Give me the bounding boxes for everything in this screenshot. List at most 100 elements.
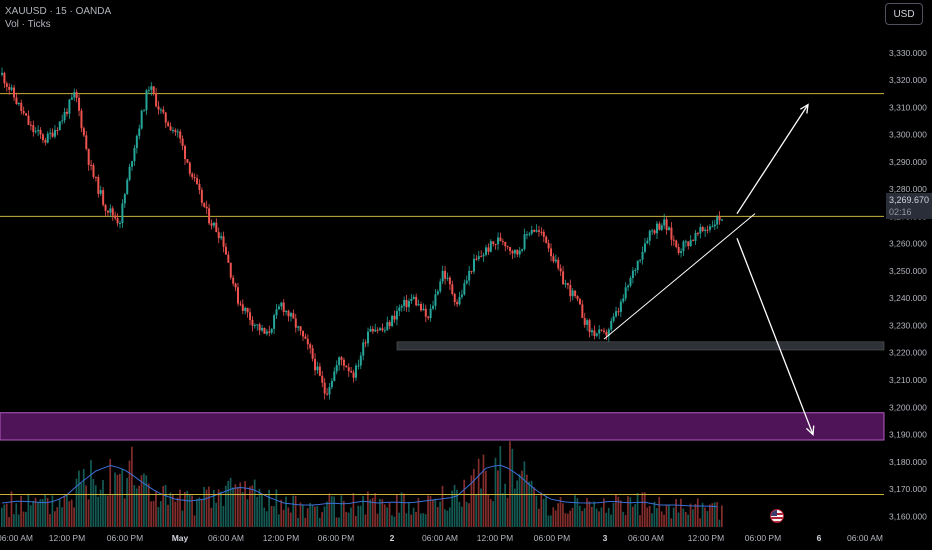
- volume-bar: [326, 501, 328, 527]
- volume-bar: [381, 499, 384, 527]
- projection-arrows[interactable]: [736, 103, 815, 436]
- candle-body: [588, 320, 591, 333]
- volume-bar: [655, 508, 658, 527]
- candle-body: [68, 99, 71, 114]
- volume-bar: [316, 506, 319, 527]
- rising-trendline[interactable]: [603, 213, 756, 340]
- candle-body: [475, 258, 478, 260]
- candle-body: [424, 308, 427, 317]
- volume-bar: [200, 498, 203, 527]
- candle-body: [639, 259, 642, 261]
- candle-body: [318, 366, 321, 376]
- candle-body: [174, 130, 177, 133]
- volume-bar: [485, 470, 487, 527]
- candle-body: [393, 315, 396, 320]
- volume-bar: [682, 508, 685, 527]
- volume-bar: [34, 497, 37, 527]
- time-tick-label: 12:00 PM: [477, 533, 513, 543]
- candle-body: [388, 322, 391, 327]
- candle-body: [239, 303, 242, 305]
- currency-button[interactable]: USD: [885, 3, 923, 25]
- symbol-title[interactable]: XAUUSD · 15 · OANDA: [5, 6, 112, 17]
- volume-bar: [212, 489, 215, 527]
- volume-bar: [155, 491, 157, 527]
- volume-bar: [164, 484, 167, 527]
- volume-bar: [224, 485, 227, 527]
- candle-body: [169, 126, 172, 131]
- candle-body: [634, 269, 637, 271]
- candle-body: [362, 342, 365, 356]
- volume-bar: [391, 515, 393, 527]
- volume-bar: [1, 507, 3, 527]
- volume-bar: [367, 491, 369, 527]
- candle-body: [564, 283, 567, 285]
- volume-bar: [66, 494, 68, 527]
- candle-body: [636, 260, 639, 270]
- volume-bar: [470, 475, 473, 527]
- candle-body: [261, 327, 264, 331]
- candle-body: [188, 162, 191, 174]
- candle-body: [128, 166, 131, 180]
- volume-bar: [677, 512, 680, 527]
- candle-body: [448, 277, 451, 285]
- volume-bar: [716, 502, 718, 527]
- volume-moving-average-line: [1, 464, 718, 508]
- candle-body: [446, 277, 449, 279]
- volume-bar: [330, 496, 333, 527]
- volume-bar: [468, 503, 470, 527]
- candle-body: [25, 113, 28, 116]
- volume-bar: [85, 485, 87, 527]
- chart-legend-header: XAUUSD · 15 · OANDA Vol · Ticks: [5, 5, 111, 31]
- volume-bar: [444, 509, 446, 527]
- volume-bar: [400, 492, 403, 527]
- volume-bar: [261, 494, 263, 527]
- volume-bar: [140, 475, 143, 527]
- candle-body: [354, 365, 357, 378]
- volume-bar: [641, 492, 644, 527]
- volume-bar: [68, 501, 71, 527]
- candle-body: [15, 97, 18, 105]
- candle-body: [487, 247, 490, 252]
- candle-body: [143, 110, 146, 112]
- candle-body: [713, 224, 716, 227]
- candle-body: [224, 246, 227, 255]
- volume-bar: [506, 497, 509, 527]
- volume-bar: [118, 473, 121, 527]
- volume-bar: [405, 513, 408, 527]
- candle-body: [376, 329, 379, 331]
- us-flag-icon[interactable]: [770, 509, 784, 523]
- candle-body: [302, 330, 305, 337]
- price-axis[interactable]: 3,160.000 3,170.000 3,180.000 3,190.000 3,20…: [886, 0, 932, 550]
- volume-bar: [323, 506, 326, 527]
- volume-bar: [328, 493, 331, 527]
- volume-bar: [675, 499, 677, 527]
- candle-body: [29, 124, 32, 126]
- time-axis[interactable]: 06:00 AM 12:00 PM 06:00 PM May 06:00 AM 12:00…: [0, 533, 883, 543]
- volume-bar: [643, 492, 646, 527]
- volume-bar: [528, 481, 531, 527]
- volume-bar: [53, 511, 56, 527]
- volume-indicator-label[interactable]: Vol · Ticks: [5, 19, 51, 30]
- volume-bar: [275, 489, 278, 527]
- candle-body: [306, 338, 309, 345]
- candle-body: [116, 218, 119, 224]
- candle-body: [171, 130, 174, 132]
- volume-bar: [376, 513, 379, 527]
- candle-body: [212, 222, 215, 226]
- candle-body: [436, 291, 439, 295]
- volume-bar: [302, 504, 304, 527]
- bar-countdown: 02:16: [889, 207, 912, 217]
- candle-body: [249, 312, 252, 320]
- volume-bar: [497, 470, 499, 527]
- candle-body: [405, 299, 408, 308]
- candle-body: [155, 93, 158, 107]
- candle-body: [176, 131, 179, 133]
- candle-body: [111, 208, 114, 216]
- arrow-up-projection: [736, 104, 809, 215]
- candle-body: [668, 227, 671, 231]
- candle-body: [275, 309, 278, 316]
- volume-bar: [374, 493, 376, 527]
- volume-bar: [607, 507, 610, 527]
- candle-body: [525, 234, 528, 236]
